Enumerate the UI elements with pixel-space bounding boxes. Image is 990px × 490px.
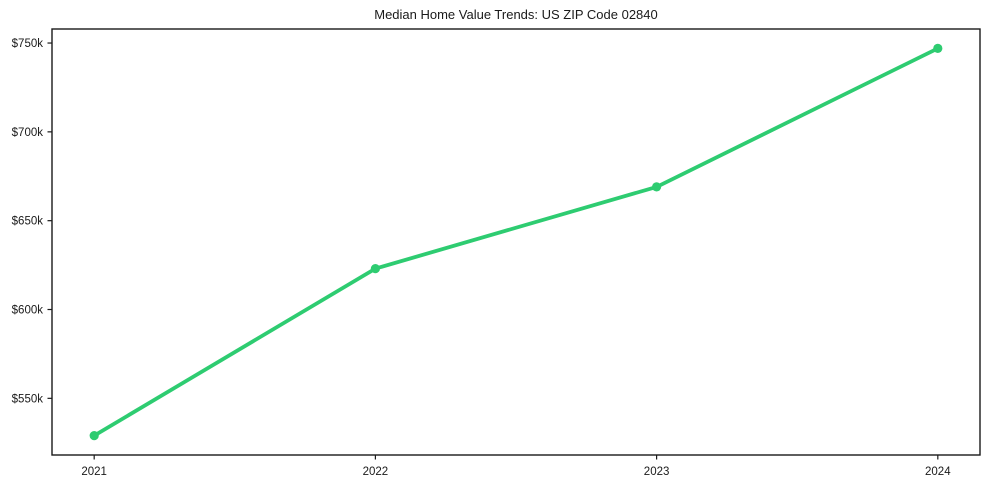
trend-line <box>92 46 940 438</box>
data-point-marker <box>370 264 380 274</box>
y-tick-label: $700k <box>12 127 44 139</box>
chart-title: Median Home Value Trends: US ZIP Code 02… <box>374 7 658 22</box>
x-tick-label: 2021 <box>81 466 107 478</box>
x-tick-label: 2023 <box>644 466 670 478</box>
x-tick-label: 2024 <box>925 466 951 478</box>
y-tick-label: $650k <box>12 216 44 228</box>
plot-border <box>51 28 981 456</box>
data-point-marker <box>652 182 662 192</box>
y-tick-label: $600k <box>12 305 44 317</box>
y-tick-label: $750k <box>12 38 44 50</box>
y-tick-label: $550k <box>12 393 44 405</box>
data-point-marker <box>933 43 943 54</box>
data-point-marker <box>89 431 99 441</box>
x-tick-label: 2022 <box>363 466 389 478</box>
